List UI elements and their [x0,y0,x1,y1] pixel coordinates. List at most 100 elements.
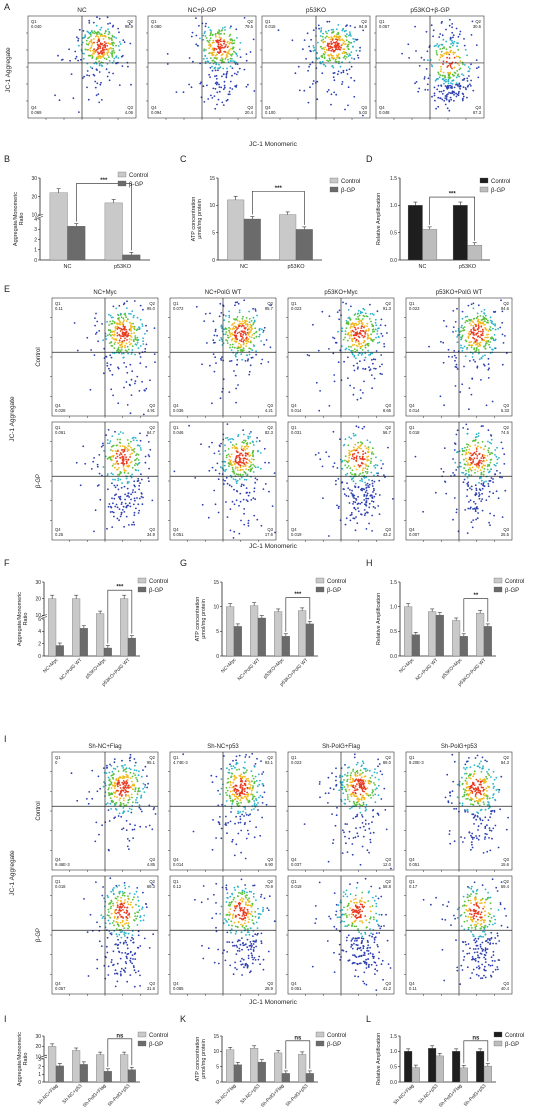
event-dot [121,335,124,337]
event-dot [336,467,339,469]
event-dot [453,449,456,451]
event-dot [480,356,483,359]
event-dot [252,444,255,446]
event-dot [448,84,450,87]
event-dot [366,439,369,442]
event-dot [473,341,475,344]
event-dot [310,38,312,41]
event-dot [106,334,109,337]
event-dot [487,429,490,432]
event-dot [229,797,232,800]
event-dot [229,781,232,784]
event-dot [126,790,128,793]
y-tick-label: 2 [38,641,41,647]
event-dot [251,794,254,796]
event-dot [463,450,466,452]
event-dot [131,473,134,476]
event-dot [239,322,241,325]
event-dot [435,78,438,80]
event-dot [127,799,130,802]
event-dot [107,49,109,52]
event-dot [107,56,110,59]
event-dot [247,437,250,440]
event-dot [328,55,331,57]
event-dot [137,503,140,506]
event-dot [131,349,134,351]
event-dot [308,354,311,357]
event-dot [442,38,445,41]
event-dot [483,346,486,348]
event-dot [246,769,248,771]
y-tick-label: 10 [35,613,41,619]
column-title: Sh-PolG+p53 [441,744,478,750]
event-dot [263,447,266,450]
event-dot [234,325,237,328]
bar-chart-d: 0.00.51.01.5NC p53KO***Relative Amplifica… [376,176,510,270]
event-dot [116,468,118,471]
event-dot [125,515,128,518]
event-dot [97,775,100,778]
event-dot [364,352,367,355]
event-dot [321,310,324,313]
event-dot [333,380,336,383]
event-dot [327,60,330,63]
event-dot [473,439,476,442]
event-dot [366,511,368,514]
event-dot [202,85,205,88]
event-dot [368,483,371,486]
event-dot [455,508,458,511]
event-dot [252,471,255,473]
event-dot [482,315,485,318]
event-dot [194,477,197,479]
event-dot [259,452,262,454]
event-dot [109,511,112,513]
event-dot [134,499,136,502]
event-dot [227,453,230,456]
y-tick-label: 6 [38,617,41,623]
event-dot [359,782,362,784]
event-dot [129,313,132,315]
event-dot [254,775,257,778]
bar-bgp [422,229,438,261]
event-dot [348,61,351,63]
event-dot [209,76,212,78]
event-dot [117,342,120,345]
event-dot [369,368,372,371]
bar-bgp [243,218,261,261]
event-dot [111,526,114,528]
event-dot [116,765,119,768]
event-dot [374,466,377,469]
event-dot [209,364,211,367]
event-dot [454,51,456,54]
event-dot [245,336,248,339]
event-dot [337,478,340,480]
event-dot [461,447,464,450]
bar-bgp [127,637,136,657]
event-dot [371,497,374,499]
event-dot [262,784,265,787]
event-dot [451,26,453,29]
bar-bgp [79,628,88,657]
event-dot [486,465,489,468]
event-dot [146,775,148,777]
event-dot [341,327,344,330]
event-dot [133,514,136,516]
event-dot [209,66,212,69]
event-dot [130,793,133,796]
event-dot [99,83,102,86]
axis-break-mark [40,616,48,619]
event-dot [371,530,373,532]
event-dot [470,303,473,306]
event-dot [117,350,120,352]
event-dot [328,42,331,45]
event-dot [458,64,461,67]
event-dot [484,344,487,347]
event-dot [433,92,436,95]
event-dot [105,42,107,45]
event-dot [482,484,484,487]
event-dot [235,788,238,791]
event-dot [343,443,346,446]
event-dot [483,468,486,470]
event-dot [145,324,147,327]
